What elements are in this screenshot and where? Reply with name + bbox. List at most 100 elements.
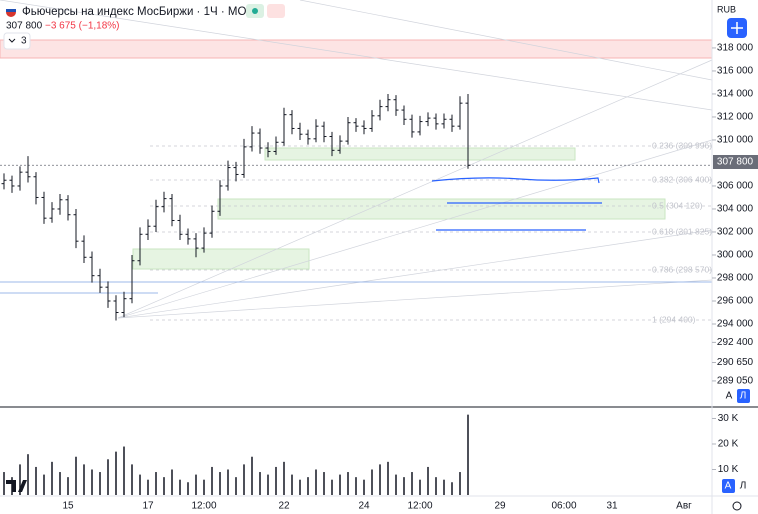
volume-bar bbox=[123, 446, 125, 495]
volume-bar bbox=[227, 469, 229, 495]
volume-bar bbox=[75, 456, 77, 495]
x-tick-label: 29 bbox=[494, 501, 506, 512]
last-price-label-bg bbox=[713, 155, 758, 169]
y-tick-label: 302 000 bbox=[717, 227, 754, 238]
volume-bar bbox=[291, 474, 293, 495]
indicator-count: 3 bbox=[21, 36, 27, 47]
volume-tick-label: 10 K bbox=[718, 464, 739, 475]
chevron bbox=[8, 38, 16, 43]
volume-bar bbox=[347, 472, 349, 495]
volume-bar bbox=[211, 466, 213, 495]
volume-bar bbox=[35, 466, 37, 495]
y-tick-label: 312 000 bbox=[717, 112, 754, 123]
y-tick-label: 298 000 bbox=[717, 273, 754, 284]
volume-bar bbox=[235, 477, 237, 495]
volume-bar bbox=[467, 414, 469, 495]
fan-lines bbox=[0, 0, 713, 319]
fib-label: 0.382 (306 400) bbox=[652, 174, 712, 184]
scale-button[interactable]: Л bbox=[740, 481, 747, 492]
fib-label: 0.786 (298 570) bbox=[652, 264, 712, 274]
x-tick-label: 12:00 bbox=[407, 501, 432, 512]
volume-bar bbox=[443, 479, 445, 495]
y-tick-label: 296 000 bbox=[717, 296, 754, 307]
scale-button[interactable]: A bbox=[726, 391, 733, 402]
currency: RUB bbox=[717, 4, 736, 14]
fib-levels bbox=[150, 145, 712, 321]
volume-bar bbox=[187, 482, 189, 495]
volume-bar bbox=[219, 472, 221, 495]
y-tick-label: 306 000 bbox=[717, 181, 754, 192]
volume-bar bbox=[379, 464, 381, 495]
y-tick-label: 294 000 bbox=[717, 319, 754, 330]
volume-bar bbox=[203, 479, 205, 495]
volume-bar bbox=[451, 482, 453, 495]
y-tick-label: 289 050 bbox=[717, 376, 754, 387]
volume-bar bbox=[83, 464, 85, 495]
y-tick-label: 300 000 bbox=[717, 250, 754, 261]
volume-bar bbox=[339, 474, 341, 495]
volume-bar bbox=[355, 477, 357, 495]
chart-title: Фьючерсы на индекс МосБиржи · 1Ч · MOEX bbox=[22, 6, 262, 18]
volume-bar bbox=[243, 464, 245, 495]
fib-label: 0.5 (304 120) bbox=[652, 200, 703, 210]
drawing-curve bbox=[431, 177, 600, 184]
volume-bar bbox=[331, 479, 333, 495]
volume-bar bbox=[315, 469, 317, 495]
scale-button[interactable]: A bbox=[725, 481, 732, 492]
scale-button-bg[interactable] bbox=[737, 389, 750, 403]
volume-bar bbox=[387, 461, 389, 495]
volume-bar bbox=[323, 472, 325, 495]
y-tick-label: 316 000 bbox=[717, 66, 754, 77]
indicators-toggle[interactable] bbox=[3, 32, 31, 50]
volume-bar bbox=[403, 477, 405, 495]
x-tick-label: 12:00 bbox=[191, 501, 216, 512]
y-tick-label: 304 000 bbox=[717, 204, 754, 215]
demand-zone bbox=[217, 198, 666, 220]
y-tick-label: 318 000 bbox=[717, 43, 754, 54]
volume-bar bbox=[371, 469, 373, 495]
volume-bar bbox=[259, 472, 261, 495]
volume-bar bbox=[67, 477, 69, 495]
scale-button[interactable]: Л bbox=[740, 391, 747, 402]
demand-zone bbox=[132, 248, 310, 270]
x-tick-label: 15 bbox=[62, 501, 74, 512]
volume-bar bbox=[411, 472, 413, 495]
volume-bar bbox=[275, 466, 277, 495]
y-tick-label: 310 000 bbox=[717, 135, 754, 146]
volume-bar bbox=[59, 472, 61, 495]
volume-bar bbox=[99, 472, 101, 495]
fib-label: 1 (294 400) bbox=[652, 314, 696, 324]
volume-bar bbox=[395, 474, 397, 495]
volume-bar bbox=[147, 479, 149, 495]
volume-bar bbox=[307, 477, 309, 495]
volume-bar bbox=[251, 456, 253, 495]
y-tick-label: 292 400 bbox=[717, 337, 754, 348]
x-tick-label: 22 bbox=[278, 501, 290, 512]
fib-label: 0.618 (301 825) bbox=[652, 226, 712, 236]
x-tick-label: Авг bbox=[676, 501, 692, 512]
volume-bar bbox=[363, 479, 365, 495]
plot: 0.236 (309 996) 0.382 (306 400) 0.5 (304 1… bbox=[0, 93, 712, 495]
last-price: 307 800 bbox=[6, 21, 43, 32]
settings-icon[interactable] bbox=[732, 501, 742, 511]
logo bbox=[6, 480, 27, 492]
crosshair-icon bbox=[731, 22, 743, 34]
volume-bar bbox=[459, 472, 461, 495]
volume-bar bbox=[107, 459, 109, 495]
volume-bar bbox=[267, 474, 269, 495]
volume-bar bbox=[195, 474, 197, 495]
volume-bar bbox=[27, 454, 29, 495]
volume-bar bbox=[51, 461, 53, 495]
last-price-label: 307 800 bbox=[717, 157, 754, 168]
volume-bar bbox=[163, 477, 165, 495]
volume-bar bbox=[419, 479, 421, 495]
volume-bar bbox=[131, 464, 133, 495]
demand-zone bbox=[264, 147, 576, 161]
volume-bar bbox=[299, 479, 301, 495]
volume-bar bbox=[435, 477, 437, 495]
x-tick-label: 06:00 bbox=[551, 501, 576, 512]
volume-bar bbox=[3, 472, 5, 495]
scale-button-bg[interactable] bbox=[722, 479, 735, 493]
